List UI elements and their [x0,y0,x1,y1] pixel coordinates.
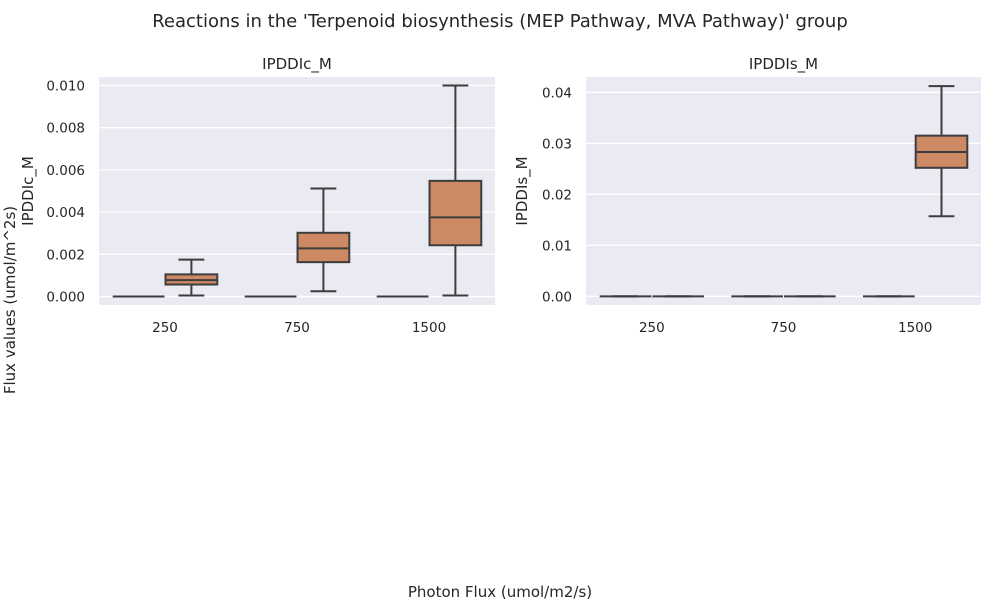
y-tick-label: 0.008 [46,121,85,137]
y-tick-label: 0.02 [542,187,572,203]
box-plot [914,85,969,218]
box-plot [164,258,219,297]
y-tick-label: 0.002 [46,247,85,263]
x-tick-label: 250 [639,320,665,336]
y-tick-label: 0.010 [46,78,85,94]
axes-layer: 0.000 0.002 0.004 0.006 0.008 0.010 250 750 1500… [19,55,981,336]
x-tick-label: 750 [771,320,797,336]
y-tick-label: 0.004 [46,205,85,221]
figure-xlabel: Photon Flux (umol/m2/s) [408,583,592,600]
plot-area [586,77,981,305]
figure-ylabel: Flux values (umol/m^2s) [1,206,19,394]
y-tick-label: 0.000 [46,290,85,306]
x-tick-label: 1500 [898,320,932,336]
y-tick-label: 0.03 [542,136,572,152]
subplot-title: IPDDIs_M [749,55,818,74]
y-tick-label: 0.006 [46,163,85,179]
subplot-1: 0.000 0.002 0.004 0.006 0.008 0.010 250 750 1500… [19,55,495,336]
box-plot [428,84,483,297]
box-plot [296,187,351,293]
y-tick-label: 0.00 [542,289,572,305]
y-tick-label: 0.04 [542,85,572,101]
figure-title: Reactions in the 'Terpenoid biosynthesis… [152,11,848,32]
y-tick-label: 0.01 [542,238,572,254]
box [428,179,483,247]
x-tick-label: 250 [152,320,178,336]
y-axis-label: IPDDIs_M [513,156,532,225]
x-tick-label: 1500 [412,320,446,336]
x-tick-label: 750 [284,320,310,336]
y-axis-label: IPDDIc_M [19,156,38,226]
subplot-title: IPDDIc_M [262,55,332,74]
subplot-2: 0.00 0.01 0.02 0.03 0.04 250 750 1500 IPDDIs_M IP… [513,55,981,336]
